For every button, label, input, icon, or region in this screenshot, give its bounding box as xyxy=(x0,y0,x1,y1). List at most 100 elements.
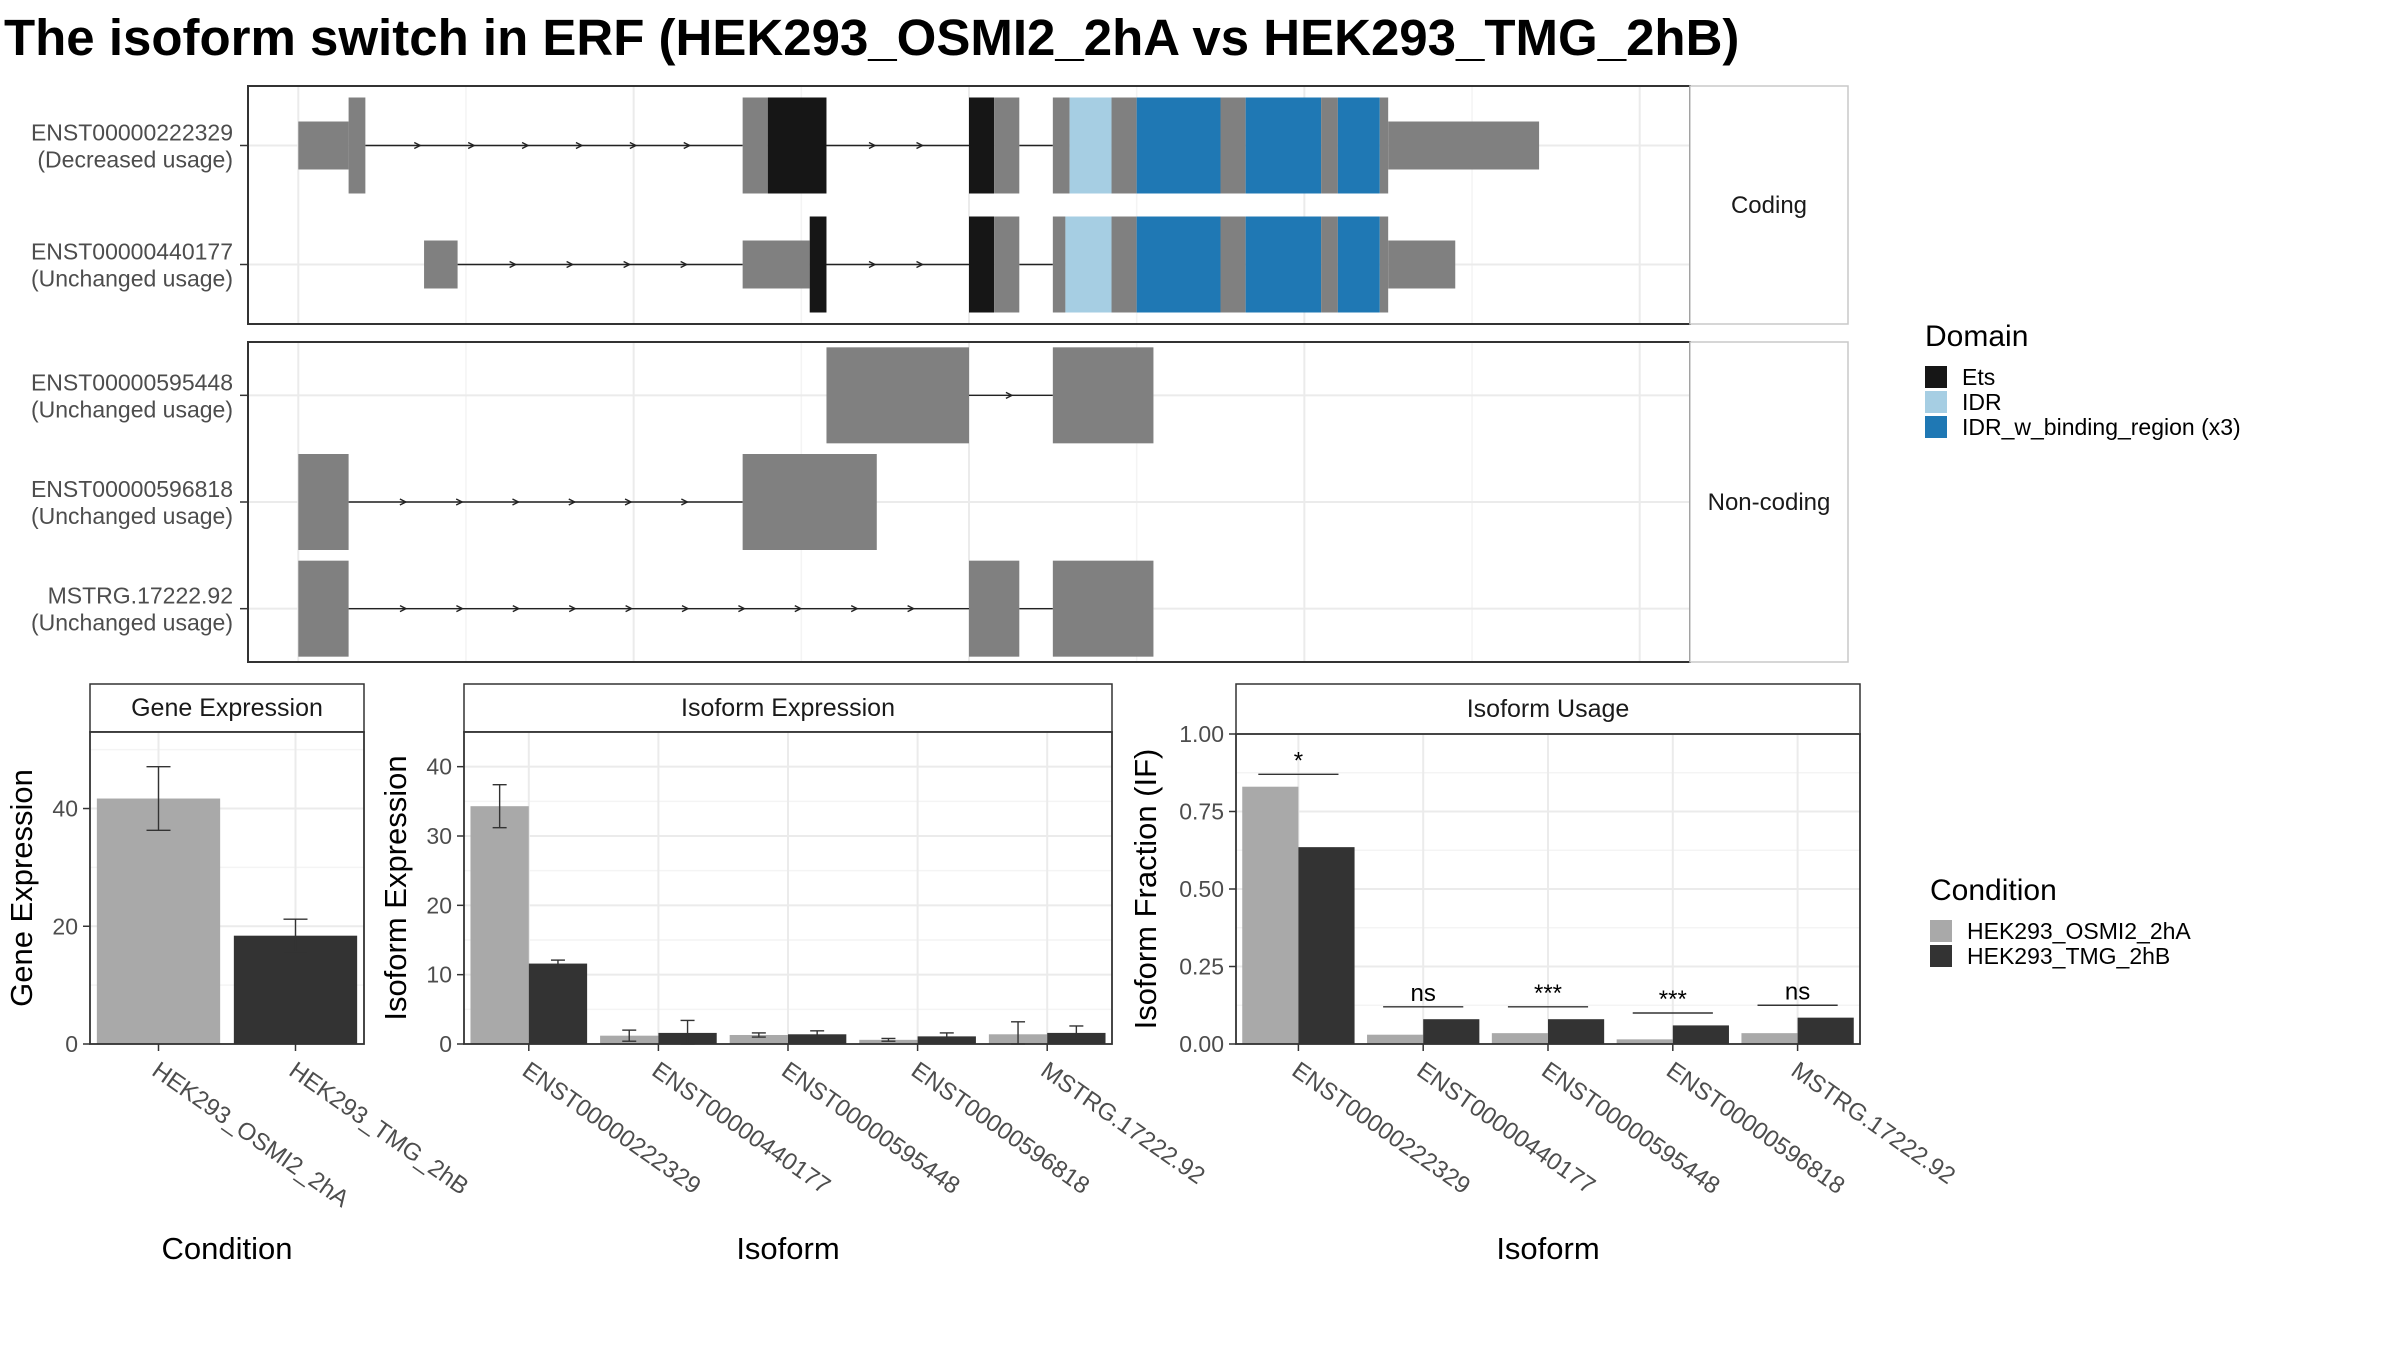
intron-arrow xyxy=(794,605,803,613)
panel-strip xyxy=(463,683,1113,733)
intron-arrow xyxy=(916,141,925,150)
intron-arrow xyxy=(467,141,476,150)
exon-cds xyxy=(1052,216,1066,313)
intron-arrow xyxy=(455,498,464,506)
domain-legend-label: Ets xyxy=(1962,364,1995,390)
isoform-usage-label: (Decreased usage) xyxy=(37,147,233,173)
exon-cds xyxy=(1052,97,1070,194)
intron-arrow xyxy=(521,141,530,150)
facet-strip xyxy=(1689,85,1849,325)
y-tick-label: 0.25 xyxy=(1179,954,1224,980)
significance-label: ns xyxy=(1785,978,1810,1005)
y-tick-label: 0.50 xyxy=(1179,876,1224,902)
exon-idr_binding xyxy=(1136,216,1221,313)
x-axis-title: Condition xyxy=(162,1231,293,1266)
exon-utr xyxy=(1388,121,1540,170)
domain-legend-key xyxy=(1925,416,1947,438)
y-tick-label: 20 xyxy=(426,892,452,918)
exon-cds xyxy=(348,97,366,194)
exon-cds xyxy=(1220,97,1246,194)
exon-nc xyxy=(742,454,877,550)
intron-arrow xyxy=(680,260,689,269)
isoform-id-label: ENST00000595448 xyxy=(31,369,233,395)
exon-ets xyxy=(809,216,827,313)
y-axis-title: Isoform Fraction (IF) xyxy=(1128,749,1163,1030)
bar xyxy=(1548,1019,1605,1044)
bar xyxy=(233,935,358,1044)
bar xyxy=(788,1034,847,1044)
panel-strip-label: Isoform Usage xyxy=(1467,695,1630,723)
y-tick-label: 10 xyxy=(426,962,452,988)
intron-arrow xyxy=(850,605,859,613)
exon-cds xyxy=(1220,216,1246,313)
intron-arrow xyxy=(681,605,690,613)
exon-idr_binding xyxy=(1245,216,1322,313)
bar xyxy=(1242,786,1299,1044)
y-tick-label: 40 xyxy=(52,796,78,822)
isoform-id-label: ENST00000222329 xyxy=(31,120,233,146)
exon-cds xyxy=(1111,216,1137,313)
condition-legend-title: Condition xyxy=(1930,874,2057,907)
exon-cds xyxy=(742,97,768,194)
intron-arrow xyxy=(456,605,464,613)
intron-arrow xyxy=(681,498,689,506)
exon-idr_binding xyxy=(1337,97,1380,194)
panel-strip-label: Isoform Expression xyxy=(681,694,895,722)
y-axis-title: Isoform Expression xyxy=(378,755,413,1020)
exon-cds xyxy=(1379,216,1389,313)
intron-arrow xyxy=(738,605,746,613)
panel-strip-label: Gene Expression xyxy=(131,694,323,722)
domain-legend-label: IDR_w_binding_region (x3) xyxy=(1962,414,2241,440)
condition-legend-label: HEK293_OSMI2_2hA xyxy=(1967,918,2191,944)
intron-arrow xyxy=(683,141,692,150)
y-tick-label: 0.00 xyxy=(1179,1031,1224,1057)
bar xyxy=(1491,1033,1548,1044)
domain-legend-label: IDR xyxy=(1962,389,2002,415)
significance-label: *** xyxy=(1659,986,1687,1013)
intron-arrow xyxy=(566,260,575,269)
exon-cds xyxy=(994,216,1020,313)
intron-arrow xyxy=(625,605,634,613)
exon-cds xyxy=(994,97,1020,194)
significance-label: *** xyxy=(1534,980,1562,1007)
y-tick-label: 0 xyxy=(65,1031,78,1057)
significance-label: * xyxy=(1294,747,1303,774)
intron-arrow xyxy=(629,141,638,150)
exon-utr xyxy=(1388,240,1456,289)
exon-nc xyxy=(1052,347,1154,444)
isoform-usage-label: (Unchanged usage) xyxy=(31,503,233,529)
condition-legend-key xyxy=(1930,945,1952,967)
significance-label: ns xyxy=(1411,980,1436,1007)
intron-arrow xyxy=(907,605,916,613)
facet-strip-label: Coding xyxy=(1731,192,1807,219)
x-axis-title: Isoform xyxy=(1496,1231,1599,1266)
bar xyxy=(96,798,221,1044)
domain-legend-title: Domain xyxy=(1925,320,2028,353)
exon-idr_binding xyxy=(1245,97,1322,194)
y-tick-label: 40 xyxy=(426,754,452,780)
exon-cds xyxy=(1111,97,1137,194)
exon-ets xyxy=(969,216,995,313)
intron-arrow xyxy=(568,605,577,613)
y-tick-label: 1.00 xyxy=(1179,721,1224,747)
intron-arrow xyxy=(512,605,521,613)
intron-arrow xyxy=(868,260,877,269)
intron-arrow xyxy=(568,498,577,506)
x-axis-title: Isoform xyxy=(736,1231,839,1266)
isoform-id-label: ENST00000596818 xyxy=(31,476,233,502)
isoform-usage-label: (Unchanged usage) xyxy=(31,610,233,636)
intron-arrow xyxy=(868,141,877,150)
intron-arrow xyxy=(509,260,518,269)
exon-nc xyxy=(1052,560,1154,657)
exon-nc xyxy=(826,347,969,444)
bar xyxy=(1367,1034,1424,1044)
bar xyxy=(1616,1039,1673,1044)
intron-arrow xyxy=(399,605,408,613)
y-tick-label: 0 xyxy=(439,1031,452,1057)
intron-arrow xyxy=(623,260,632,269)
isoform-id-label: ENST00000440177 xyxy=(31,239,233,265)
exon-utr xyxy=(424,240,458,289)
domain-legend-key xyxy=(1925,391,1947,413)
